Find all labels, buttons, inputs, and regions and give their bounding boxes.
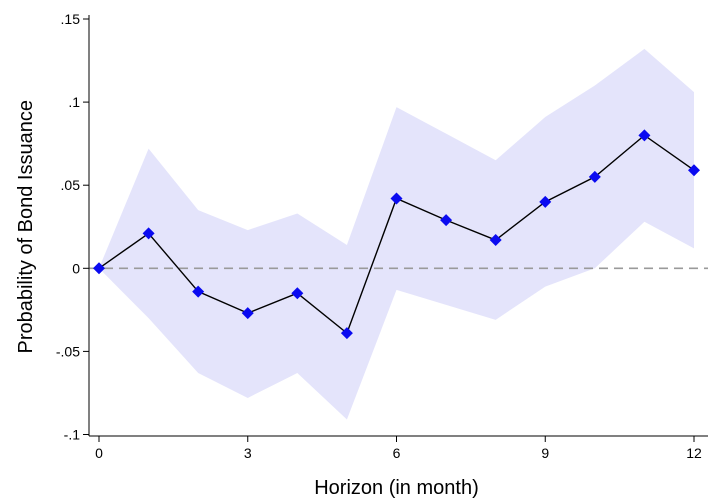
data-point xyxy=(390,192,403,205)
x-tick-label: 12 xyxy=(686,445,702,461)
data-point xyxy=(588,170,601,183)
y-axis-ticks: -.1 -.05 0 .05 .1 .15 xyxy=(56,11,89,443)
y-tick-label: .15 xyxy=(61,11,81,27)
y-tick-label: .05 xyxy=(61,177,81,193)
confidence-band xyxy=(99,48,694,420)
y-axis-title: Probability of Bond Issuance xyxy=(15,100,37,354)
y-tick-label: 0 xyxy=(72,260,80,276)
x-axis-title: Horizon (in month) xyxy=(314,477,479,499)
data-point xyxy=(192,285,205,298)
y-tick-label: -.1 xyxy=(64,427,81,443)
y-tick-label: .1 xyxy=(68,94,80,110)
data-point xyxy=(241,307,254,320)
data-point xyxy=(142,227,155,240)
x-axis-ticks: 0 3 6 9 12 xyxy=(95,436,702,461)
data-point xyxy=(688,164,700,177)
confidence-band-layer xyxy=(99,48,694,420)
data-point xyxy=(539,195,552,208)
x-tick-label: 0 xyxy=(95,445,103,461)
data-point xyxy=(489,234,502,247)
data-point xyxy=(291,287,304,300)
data-point xyxy=(93,262,105,275)
y-tick-label: -.05 xyxy=(56,343,80,359)
data-point xyxy=(440,214,453,227)
x-tick-label: 3 xyxy=(244,445,252,461)
axes: -.1 -.05 0 .05 .1 .15 0 3 6 9 12 xyxy=(56,11,708,461)
x-tick-label: 9 xyxy=(541,445,549,461)
x-tick-label: 6 xyxy=(393,445,401,461)
data-point xyxy=(340,327,353,340)
data-point-layer xyxy=(93,129,700,340)
data-point xyxy=(638,129,651,142)
